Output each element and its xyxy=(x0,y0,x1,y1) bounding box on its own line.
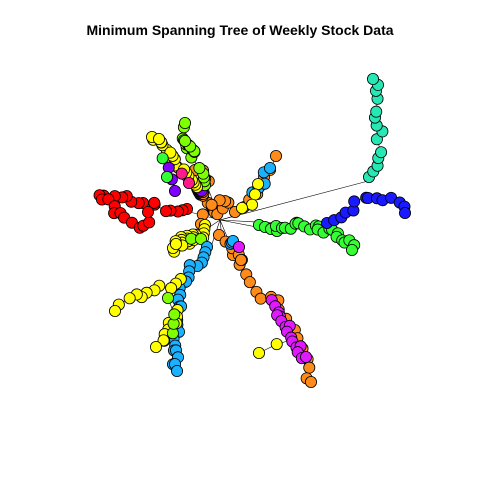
stock-node-174 xyxy=(398,206,411,219)
stock-node-286 xyxy=(304,375,317,388)
stock-node-184 xyxy=(370,105,383,118)
stock-node-268 xyxy=(161,291,174,304)
stock-node-314 xyxy=(232,240,245,253)
tree-edge xyxy=(219,179,373,221)
stock-node-272 xyxy=(243,276,256,289)
stock-node-47 xyxy=(160,205,173,218)
stock-node-179 xyxy=(375,146,388,159)
stock-node-267 xyxy=(168,308,181,321)
stock-node-115 xyxy=(168,184,181,197)
stock-node-244 xyxy=(170,364,183,377)
stock-node-68 xyxy=(141,205,154,218)
stock-node-117 xyxy=(160,170,173,183)
stock-node-160 xyxy=(345,243,358,256)
stock-node-263 xyxy=(157,334,170,347)
stock-node-214 xyxy=(169,237,182,250)
stock-node-110 xyxy=(152,132,165,145)
stock-node-88 xyxy=(178,134,191,147)
stock-node-274 xyxy=(254,292,267,305)
stock-node-303 xyxy=(270,338,283,351)
stock-node-112 xyxy=(182,176,195,189)
stock-node-255 xyxy=(109,304,122,317)
stock-node-131 xyxy=(252,178,265,191)
stock-node-310 xyxy=(234,253,247,266)
chart-title: Minimum Spanning Tree of Weekly Stock Da… xyxy=(86,22,394,38)
stock-node-111 xyxy=(175,167,188,180)
stock-node-80 xyxy=(178,117,191,130)
stock-node-132 xyxy=(249,188,262,201)
stock-node-264 xyxy=(149,340,162,353)
stock-node-216 xyxy=(194,232,207,245)
stock-node-166 xyxy=(348,195,361,208)
stock-node-130 xyxy=(263,161,276,174)
stock-node-73 xyxy=(193,162,206,175)
stock-node-133 xyxy=(246,198,259,211)
stock-node-67 xyxy=(143,216,156,229)
stock-node-134 xyxy=(235,201,248,214)
stock-node-125 xyxy=(269,149,282,162)
node-layer xyxy=(93,73,411,388)
stock-node-284 xyxy=(303,361,316,374)
stock-node-302 xyxy=(299,350,312,363)
stock-node-22 xyxy=(205,198,218,211)
stock-node-188 xyxy=(366,73,379,86)
stock-node-253 xyxy=(123,292,136,305)
stock-node-116 xyxy=(156,152,169,165)
stock-node-304 xyxy=(252,346,265,359)
